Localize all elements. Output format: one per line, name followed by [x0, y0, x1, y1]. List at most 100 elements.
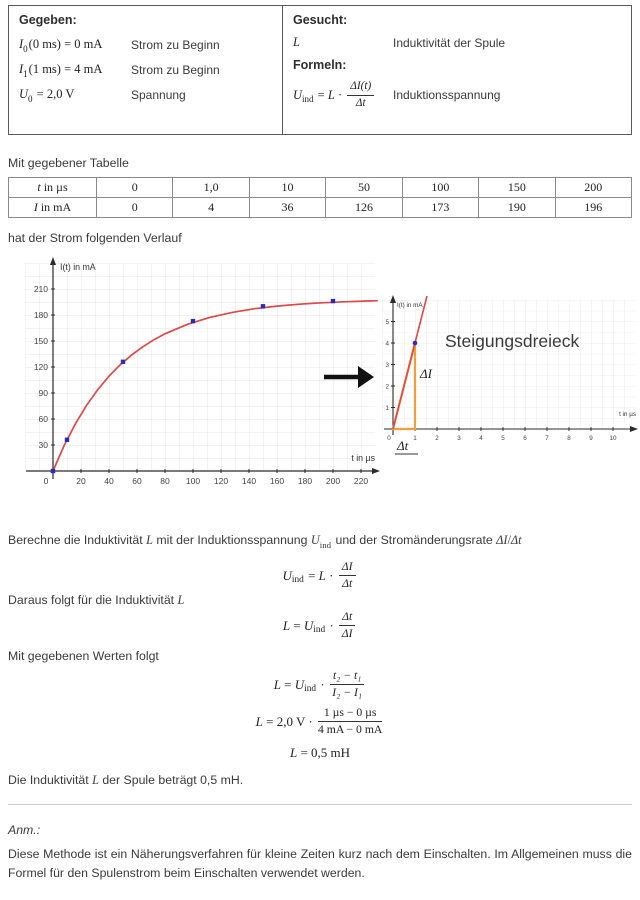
given-item-formula: I 0 (0 ms) = 0 mA — [19, 37, 103, 54]
given-item-label: Spannung — [131, 87, 186, 102]
data-point — [50, 468, 56, 474]
mit-werten-text: Mit gegebenen Werten folgt — [8, 649, 159, 664]
charts-svg: I(t) in mA t in µs 0 20 40 60 80 100 120… — [25, 257, 638, 486]
small-y-axis-arrow — [390, 295, 396, 303]
small-x-tick-label: 1 — [413, 435, 417, 442]
small-y-tick-label: 1 — [385, 405, 389, 412]
small-chart-grid — [382, 300, 635, 429]
x-tick-label: 40 — [104, 476, 114, 486]
row-header-time: t in µs — [8, 177, 97, 198]
data-point — [260, 304, 266, 309]
table-row-current: I in mA 0 4 36 126 173 190 196 — [8, 197, 633, 218]
y-tick-label: 90 — [39, 388, 49, 398]
x-axis-arrow — [372, 468, 380, 474]
y-tick-label: 60 — [39, 414, 49, 424]
y-tick-label: 210 — [34, 284, 48, 294]
data-point — [64, 437, 70, 442]
figure-current-curve: I(t) in mA t in µs 0 20 40 60 80 100 120… — [8, 251, 638, 503]
x-tick-label: 0 — [44, 476, 49, 486]
row-header-current-math: I in mA — [33, 200, 72, 214]
main-chart: I(t) in mA t in µs 0 20 40 60 80 100 120… — [25, 257, 380, 486]
main-x-axis-label: t in µs — [351, 453, 375, 463]
small-x-tick-label: 8 — [567, 435, 571, 442]
delta-i-label: ΔI — [419, 366, 433, 381]
verlauf-text: hat der Strom folgenden Verlauf — [8, 231, 182, 245]
formula-L-numbers: L = 2,0 V · 1 µs − 0 µs 4 mA − 0 mA — [255, 706, 383, 737]
table-cell: 10 — [248, 177, 327, 198]
table-cell: 150 — [478, 177, 556, 198]
measurement-table: t in µs 0 1,0 10 50 100 150 200 I in mA … — [8, 177, 633, 218]
given-sought-box: Gegeben: I 0 (0 ms) = 0 mA Strom zu Beginn… — [8, 5, 632, 135]
x-tick-label: 180 — [298, 476, 312, 486]
given-section: Gegeben: I 0 (0 ms) = 0 mA Strom zu Beginn… — [9, 6, 283, 134]
small-x-tick-label: 5 — [501, 435, 505, 442]
x-tick-label: 20 — [76, 476, 86, 486]
slope-triangle-chart: I(t) in mA t in µs Steigungsdreieck ΔI Δ… — [382, 295, 638, 455]
x-tick-label: 140 — [242, 476, 256, 486]
x-tick-label: 120 — [214, 476, 228, 486]
table-row-time: t in µs 0 1,0 10 50 100 150 200 — [8, 177, 633, 198]
small-y-tick-label: 2 — [385, 384, 389, 391]
transition-arrow-icon — [324, 366, 374, 388]
y-tick-label: 180 — [34, 310, 48, 320]
small-y-tick-label: 5 — [385, 319, 389, 326]
formulas-title: Formeln: — [293, 58, 347, 72]
given-item-row: I 0 (0 ms) = 0 mA Strom zu Beginn — [19, 37, 272, 54]
result-sentence: Die Induktivität L der Spule beträgt 0,5… — [8, 773, 244, 788]
small-y-axis-label: I(t) in mA — [397, 302, 423, 309]
given-title: Gegeben: — [19, 13, 77, 27]
x-tick-label: 80 — [160, 476, 170, 486]
data-points — [50, 298, 336, 474]
given-item-label: Strom zu Beginn — [131, 62, 220, 77]
tangent-point — [412, 340, 418, 346]
x-tick-label: 60 — [132, 476, 142, 486]
main-chart-grid — [25, 263, 375, 471]
formula-item-label: Induktionsspannung — [393, 88, 501, 102]
table-cell: 50 — [325, 177, 403, 198]
given-item-formula: I 1 (1 ms) = 4 mA — [19, 62, 103, 79]
table-cell: 4 — [172, 197, 250, 218]
table-cell: 126 — [325, 197, 403, 218]
sought-item-label: Induktivität der Spule — [393, 35, 506, 50]
small-x-tick-label: 3 — [457, 435, 461, 442]
tangent-line — [392, 295, 428, 430]
small-x-tick-label: 7 — [545, 435, 549, 442]
note-heading: Anm.: — [8, 823, 41, 838]
small-x-tick-label: 9 — [589, 435, 593, 442]
small-x-axis-label: t in µs — [619, 411, 636, 418]
current-curve — [52, 299, 378, 472]
x-tick-label: 200 — [326, 476, 340, 486]
sought-item-formula: L — [293, 35, 300, 49]
data-point — [330, 298, 336, 304]
main-y-axis-label: I(t) in mA — [60, 262, 96, 272]
small-x-tick-label: 4 — [479, 435, 483, 442]
small-x-axis-arrow — [630, 426, 638, 432]
table-cell: 173 — [401, 197, 480, 218]
sought-item-row: L Induktivität der Spule — [293, 35, 621, 50]
given-item-label: Strom zu Beginn — [131, 37, 220, 52]
formula-L-result: L = 0,5 mH — [289, 745, 351, 761]
y-axis-arrow — [50, 257, 56, 265]
sought-title: Gesucht: — [293, 13, 348, 27]
x-tick-label: 160 — [270, 476, 284, 486]
small-x-tick-label: 10 — [609, 435, 617, 442]
table-cell: 200 — [554, 177, 633, 198]
data-point — [190, 318, 196, 324]
y-tick-label: 150 — [34, 336, 48, 346]
table-cell: 36 — [248, 197, 327, 218]
table-cell: 0 — [95, 197, 174, 218]
sought-section: Gesucht: L Induktivität der Spule Formel… — [283, 6, 631, 134]
table-cell: 100 — [401, 177, 480, 198]
table-cell: 1,0 — [172, 177, 250, 198]
small-y-tick-label: 4 — [385, 341, 389, 348]
table-cell: 196 — [554, 197, 633, 218]
slope-triangle-title: Steigungsdreieck — [445, 331, 579, 351]
data-point — [120, 359, 126, 364]
